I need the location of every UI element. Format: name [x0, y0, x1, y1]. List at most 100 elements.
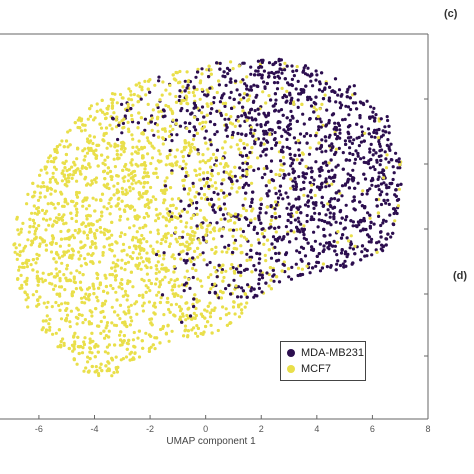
point-mda-mb231 [283, 68, 287, 72]
point-mcf7 [37, 244, 42, 248]
point-mcf7 [81, 164, 85, 168]
point-mcf7 [244, 237, 249, 241]
point-mcf7 [209, 287, 213, 291]
point-mcf7 [137, 81, 141, 85]
point-mcf7 [124, 261, 128, 266]
point-mcf7 [104, 299, 108, 303]
point-mda-mb231 [222, 92, 226, 96]
point-mda-mb231 [236, 295, 240, 299]
point-mda-mb231 [320, 181, 324, 185]
point-mda-mb231 [343, 117, 347, 121]
point-mcf7 [73, 121, 77, 125]
point-mcf7 [262, 142, 266, 146]
point-mcf7 [167, 134, 172, 138]
point-mcf7 [237, 147, 241, 151]
point-mda-mb231 [228, 96, 232, 100]
point-mcf7 [376, 136, 380, 140]
point-mda-mb231 [143, 117, 147, 121]
point-mda-mb231 [345, 95, 349, 99]
point-mcf7 [112, 157, 116, 161]
point-mda-mb231 [193, 103, 197, 108]
point-mcf7 [68, 173, 72, 177]
point-mda-mb231 [346, 105, 351, 109]
point-mcf7 [165, 176, 169, 180]
point-mcf7 [208, 203, 212, 207]
point-mda-mb231 [277, 251, 281, 255]
point-mcf7 [164, 240, 168, 244]
point-mda-mb231 [229, 90, 233, 94]
point-mda-mb231 [373, 116, 377, 120]
point-mcf7 [74, 315, 78, 319]
point-mcf7 [185, 240, 189, 244]
point-mcf7 [235, 247, 239, 251]
point-mda-mb231 [333, 132, 337, 136]
point-mda-mb231 [120, 131, 124, 135]
point-mda-mb231 [252, 287, 256, 291]
point-mda-mb231 [249, 289, 253, 293]
point-mcf7 [152, 251, 156, 255]
point-mda-mb231 [252, 83, 256, 87]
point-mda-mb231 [321, 97, 326, 101]
point-mda-mb231 [326, 208, 330, 212]
point-mda-mb231 [336, 163, 340, 167]
point-mcf7 [196, 277, 200, 281]
point-mcf7 [160, 267, 164, 271]
point-mcf7 [60, 139, 64, 143]
point-mcf7 [142, 301, 146, 305]
point-mcf7 [289, 186, 293, 190]
point-mcf7 [79, 296, 84, 300]
point-mda-mb231 [374, 248, 378, 252]
point-mcf7 [77, 345, 81, 349]
point-mcf7 [192, 115, 196, 119]
point-mcf7 [295, 158, 299, 162]
point-mcf7 [158, 341, 162, 345]
point-mcf7 [81, 123, 85, 127]
point-mda-mb231 [247, 223, 251, 228]
point-mcf7 [158, 280, 162, 284]
point-mcf7 [59, 339, 63, 344]
point-mda-mb231 [301, 246, 306, 250]
point-mcf7 [115, 174, 119, 178]
point-mda-mb231 [334, 268, 338, 272]
point-mcf7 [155, 175, 160, 179]
point-mda-mb231 [160, 293, 165, 297]
point-mda-mb231 [279, 159, 283, 163]
point-mda-mb231 [308, 271, 312, 275]
point-mcf7 [218, 316, 223, 321]
point-mcf7 [213, 282, 217, 286]
point-mcf7 [129, 89, 133, 93]
point-mda-mb231 [157, 79, 161, 83]
point-mda-mb231 [341, 118, 345, 122]
point-mda-mb231 [385, 186, 389, 190]
point-mda-mb231 [185, 86, 189, 90]
legend-marker-mcf [287, 365, 295, 373]
point-mda-mb231 [220, 96, 224, 100]
point-mda-mb231 [275, 203, 279, 207]
point-mda-mb231 [291, 116, 295, 120]
point-mda-mb231 [324, 177, 328, 181]
point-mda-mb231 [289, 214, 293, 219]
point-mcf7 [121, 168, 125, 172]
point-mcf7 [239, 251, 243, 255]
point-mcf7 [183, 244, 187, 248]
point-mcf7 [159, 296, 163, 300]
point-mda-mb231 [325, 108, 329, 112]
point-mcf7 [133, 351, 137, 355]
point-mda-mb231 [188, 121, 192, 125]
point-mda-mb231 [362, 156, 366, 160]
point-mcf7 [219, 217, 223, 221]
point-mcf7 [166, 105, 171, 109]
point-mcf7 [94, 148, 98, 152]
point-mda-mb231 [242, 96, 246, 100]
point-mcf7 [130, 158, 134, 162]
point-mda-mb231 [310, 175, 314, 180]
point-mcf7 [130, 182, 134, 186]
point-mda-mb231 [318, 242, 322, 246]
point-mcf7 [201, 314, 205, 318]
point-mcf7 [204, 218, 208, 222]
point-mda-mb231 [290, 64, 294, 68]
point-mcf7 [129, 303, 133, 307]
point-mcf7 [101, 251, 105, 255]
point-mcf7 [145, 202, 149, 207]
point-mda-mb231 [346, 87, 350, 91]
